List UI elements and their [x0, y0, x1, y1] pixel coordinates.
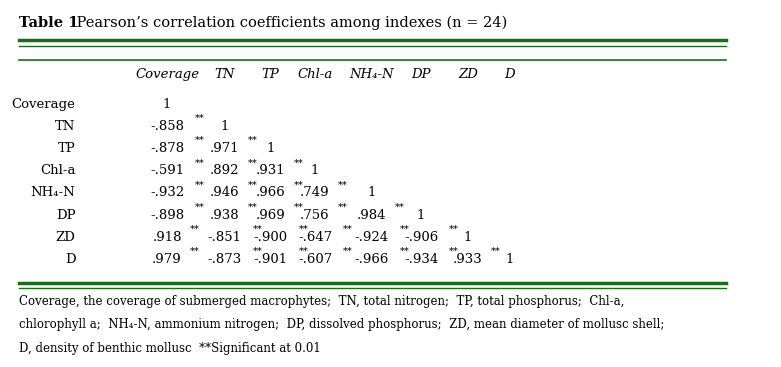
Text: **: ** [298, 247, 308, 256]
Text: .756: .756 [300, 209, 330, 222]
Text: Coverage, the coverage of submerged macrophytes;  TN, total nitrogen;  TP, total: Coverage, the coverage of submerged macr… [20, 295, 625, 308]
Text: .931: .931 [255, 164, 285, 177]
Text: -.924: -.924 [355, 231, 388, 244]
Text: -.873: -.873 [208, 253, 242, 266]
Text: **: ** [294, 181, 303, 189]
Text: -.878: -.878 [150, 142, 184, 155]
Text: -.591: -.591 [150, 164, 184, 177]
Text: **: ** [195, 203, 205, 212]
Text: ZD: ZD [458, 68, 478, 81]
Text: TP: TP [262, 68, 279, 81]
Text: .892: .892 [210, 164, 240, 177]
Text: Pearson’s correlation coefficients among indexes (n = 24): Pearson’s correlation coefficients among… [72, 16, 507, 30]
Text: **: ** [491, 247, 501, 256]
Text: TP: TP [58, 142, 76, 155]
Text: chlorophyll a;  NH₄-N, ammonium nitrogen;  DP, dissolved phosphorus;  ZD, mean d: chlorophyll a; NH₄-N, ammonium nitrogen;… [20, 318, 665, 331]
Text: -.851: -.851 [208, 231, 242, 244]
Text: **: ** [195, 114, 205, 123]
Text: .971: .971 [210, 142, 240, 155]
Text: **: ** [195, 158, 205, 167]
Text: D: D [65, 253, 76, 266]
Text: **: ** [449, 225, 459, 234]
Text: Table 1: Table 1 [20, 16, 79, 30]
Text: NH₄-N: NH₄-N [349, 68, 394, 81]
Text: .966: .966 [255, 186, 285, 200]
Text: **: ** [338, 181, 348, 189]
Text: **: ** [399, 247, 409, 256]
Text: .933: .933 [453, 253, 483, 266]
Text: **: ** [248, 158, 258, 167]
Text: 1: 1 [367, 186, 376, 200]
Text: 1: 1 [311, 164, 319, 177]
Text: TN: TN [215, 68, 235, 81]
Text: -.607: -.607 [298, 253, 332, 266]
Text: **: ** [248, 203, 258, 212]
Text: **: ** [191, 225, 200, 234]
Text: DP: DP [412, 68, 431, 81]
Text: Coverage: Coverage [135, 68, 199, 81]
Text: NH₄-N: NH₄-N [30, 186, 76, 200]
Text: 1: 1 [464, 231, 473, 244]
Text: Chl-a: Chl-a [298, 68, 333, 81]
Text: **: ** [248, 181, 258, 189]
Text: 1: 1 [505, 253, 514, 266]
Text: .946: .946 [210, 186, 240, 200]
Text: -.934: -.934 [404, 253, 438, 266]
Text: .984: .984 [357, 209, 386, 222]
Text: 1: 1 [163, 98, 171, 110]
Text: .979: .979 [152, 253, 182, 266]
Text: DP: DP [56, 209, 76, 222]
Text: -.932: -.932 [150, 186, 184, 200]
Text: -.647: -.647 [298, 231, 332, 244]
Text: 1: 1 [221, 120, 229, 133]
Text: D, density of benthic mollusc  **Significant at 0.01: D, density of benthic mollusc **Signific… [20, 342, 321, 355]
Text: **: ** [343, 247, 353, 256]
Text: Chl-a: Chl-a [40, 164, 76, 177]
Text: Coverage: Coverage [12, 98, 76, 110]
Text: .969: .969 [255, 209, 285, 222]
Text: **: ** [449, 247, 459, 256]
Text: **: ** [195, 181, 205, 189]
Text: **: ** [394, 203, 405, 212]
Text: -.898: -.898 [150, 209, 184, 222]
Text: **: ** [298, 225, 308, 234]
Text: **: ** [191, 247, 200, 256]
Text: TN: TN [55, 120, 76, 133]
Text: .918: .918 [152, 231, 182, 244]
Text: **: ** [399, 225, 409, 234]
Text: **: ** [343, 225, 353, 234]
Text: -.901: -.901 [253, 253, 287, 266]
Text: 1: 1 [417, 209, 425, 222]
Text: -.906: -.906 [404, 231, 438, 244]
Text: -.900: -.900 [253, 231, 287, 244]
Text: **: ** [294, 158, 303, 167]
Text: 1: 1 [266, 142, 274, 155]
Text: **: ** [253, 225, 262, 234]
Text: .938: .938 [210, 209, 240, 222]
Text: -.966: -.966 [354, 253, 388, 266]
Text: **: ** [294, 203, 303, 212]
Text: **: ** [195, 136, 205, 145]
Text: ZD: ZD [55, 231, 76, 244]
Text: **: ** [248, 136, 258, 145]
Text: .749: .749 [300, 186, 330, 200]
Text: **: ** [253, 247, 262, 256]
Text: D: D [505, 68, 515, 81]
Text: **: ** [338, 203, 348, 212]
Text: -.858: -.858 [150, 120, 184, 133]
